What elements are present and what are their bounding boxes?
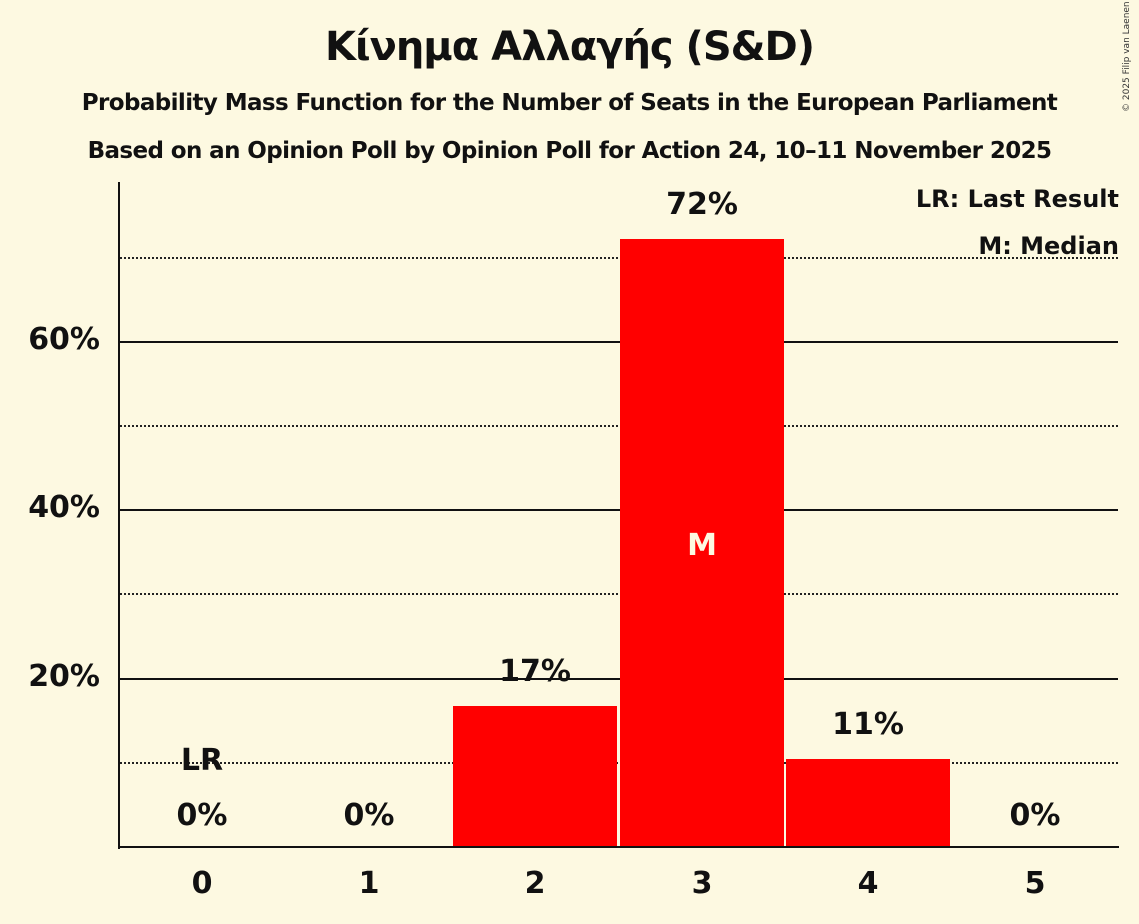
gridline-50 (120, 425, 1118, 427)
legend-last-result: LR: Last Result (915, 185, 1119, 213)
median-marker: M (687, 528, 717, 563)
x-tick-1: 1 (358, 866, 380, 901)
x-tick-5: 5 (1024, 866, 1046, 901)
y-axis (118, 182, 120, 849)
y-tick-40: 40% (28, 490, 100, 525)
y-tick-60: 60% (28, 322, 100, 357)
bar-3-seats (620, 239, 784, 847)
x-tick-2: 2 (524, 866, 546, 901)
x-tick-0: 0 (191, 866, 213, 901)
chart-subtitle: Probability Mass Function for the Number… (81, 90, 1058, 116)
bar-label-4: 11% (832, 707, 904, 742)
gridline-20 (120, 678, 1118, 680)
last-result-marker: LR (180, 743, 224, 778)
x-axis (118, 846, 1119, 848)
chart-source-line: Based on an Opinion Poll by Opinion Poll… (87, 138, 1052, 164)
bar-4-seats (786, 759, 950, 847)
bar-label-5: 0% (1009, 798, 1061, 833)
bar-label-1: 0% (343, 798, 395, 833)
bar-label-0: 0% (176, 798, 228, 833)
x-tick-3: 3 (691, 866, 713, 901)
gridline-10 (120, 762, 1118, 764)
gridline-40 (120, 509, 1118, 511)
chart-title: Κίνημα Αλλαγής (S&D) (324, 24, 815, 70)
legend-median: M: Median (978, 232, 1119, 260)
bar-2-seats (453, 706, 617, 847)
gridline-70 (120, 257, 1118, 259)
bar-label-3: 72% (666, 187, 738, 222)
gridline-30 (120, 593, 1118, 595)
x-tick-4: 4 (857, 866, 879, 901)
bar-label-2: 17% (499, 654, 571, 689)
y-tick-20: 20% (28, 659, 100, 694)
gridline-60 (120, 341, 1118, 343)
